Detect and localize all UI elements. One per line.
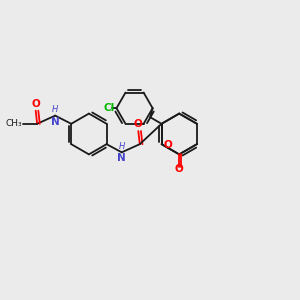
Text: O: O [175,164,184,174]
Text: Cl: Cl [103,103,114,113]
Text: O: O [31,99,40,109]
Text: H: H [52,106,58,115]
Text: O: O [164,140,172,150]
Text: O: O [134,119,143,129]
Text: H: H [118,142,125,151]
Text: CH₃: CH₃ [5,119,22,128]
Text: N: N [117,154,126,164]
Text: N: N [51,117,60,127]
